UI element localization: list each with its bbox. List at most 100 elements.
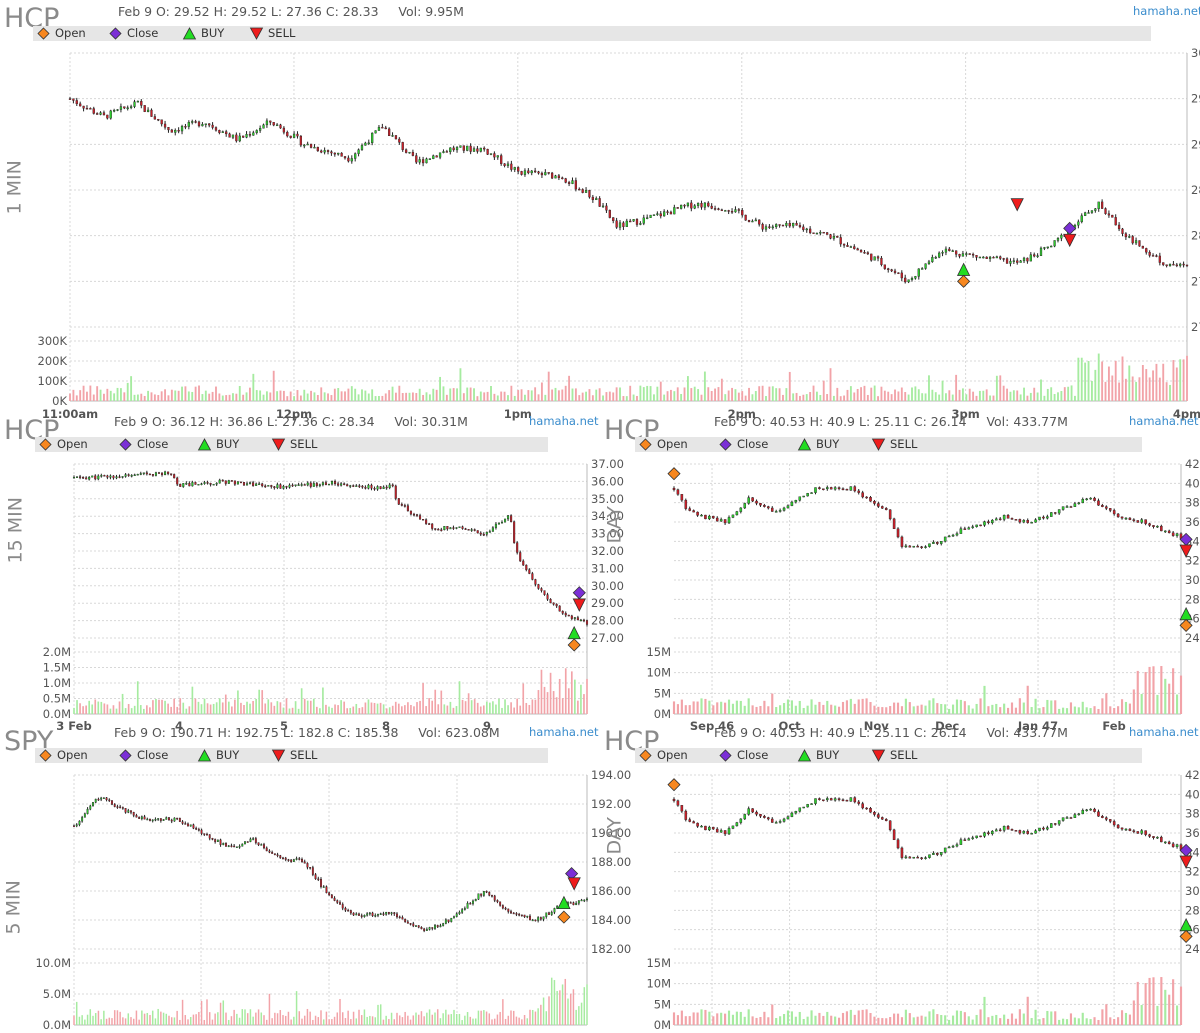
volume-bar [1179,359,1182,401]
candle [316,146,319,152]
volume-bar [540,1004,542,1025]
candle-body [540,172,544,176]
candle-body [1014,519,1018,521]
volume-tick-label: 0M [654,707,671,721]
candle [853,485,857,493]
candle-body [999,256,1002,259]
candle [109,109,112,120]
candle-body [788,223,791,227]
brand-link[interactable]: hamaha.net [529,414,599,428]
volume-bar [739,1011,742,1025]
candle [292,858,295,862]
candle [216,839,219,842]
candle-body [832,236,836,239]
candle-body [421,159,425,164]
volume-bar [384,393,387,401]
volume-bar [525,702,528,714]
volume-bar [138,1019,140,1025]
candle-body [1148,252,1151,256]
candle [1050,245,1053,248]
volume-bar [911,387,913,401]
candle-body [712,515,715,519]
volume-bar [873,705,876,714]
buy-marker [557,895,571,910]
candle-body [954,250,958,255]
volume-bar [279,1010,282,1025]
price-tick-label: 29.50 [1191,92,1200,106]
candle [445,149,448,153]
candle [398,137,401,145]
volume-bar [819,394,822,401]
candle-body [437,529,440,531]
volume-bar [252,373,255,401]
volume-bar [1169,384,1171,401]
volume-bar [224,694,227,714]
candle-body [759,503,762,506]
time-tick-label: Feb [1102,719,1125,733]
candle [449,527,452,530]
volume-bar [297,708,300,714]
volume-bar [656,386,659,401]
candle-body [406,505,409,512]
candle [983,520,986,527]
volume-bar [975,703,978,714]
volume-bar [447,1014,450,1025]
price-tick-label: 192.00 [591,797,631,811]
candle [938,251,941,259]
candle [747,806,750,816]
candle-body [401,917,404,920]
volume-bar [1162,363,1165,401]
candle-body [839,237,842,245]
volume-bar [704,1009,707,1025]
volume-bar [336,1012,339,1025]
volume-bar [410,704,412,714]
volume-bar [822,704,825,714]
candle-body [1097,500,1100,506]
candle-body [72,98,75,101]
candle-body [439,925,442,928]
volume-bar [1160,666,1163,714]
candle-body [366,913,369,916]
volume-bar [564,978,567,1025]
candle [1121,227,1124,237]
volume-bar [337,705,339,714]
volume-bar [731,703,735,714]
volume-bar [244,1009,246,1025]
candle-body [385,486,388,489]
candle [388,127,391,137]
volume-tick-label: 10M [646,977,671,991]
candle-body [581,189,584,193]
volume-bar [1036,392,1039,401]
brand-link[interactable]: hamaha.net [1129,725,1199,739]
candle [165,816,168,820]
candle [100,473,103,478]
brand-link[interactable]: hamaha.net [529,725,599,739]
candle [580,898,583,902]
candle-body [959,528,963,534]
volume-bar [1022,702,1025,714]
candle-body [458,526,461,528]
volume-bar [376,703,379,714]
volume-bar [477,1010,480,1025]
candle-body [534,579,537,585]
volume-bar [249,1009,252,1025]
volume-bar [951,704,955,714]
time-tick-label: Nov [864,719,890,733]
candle-body [1043,247,1046,249]
brand-link[interactable]: hamaha.net [1133,4,1200,18]
candle-body [863,252,866,254]
candle-body [519,552,522,562]
volume-bar [500,391,503,401]
candle [269,120,272,126]
volume-bar [512,1010,515,1025]
candle [246,841,249,843]
brand-link[interactable]: hamaha.net [1129,414,1199,428]
volume-bar [1104,381,1107,401]
candle-body [388,484,391,489]
candle-body [802,495,805,498]
candle [233,844,236,848]
candle [396,912,398,919]
candle [119,103,123,113]
candle [1164,530,1167,533]
volume-bar [581,392,584,401]
